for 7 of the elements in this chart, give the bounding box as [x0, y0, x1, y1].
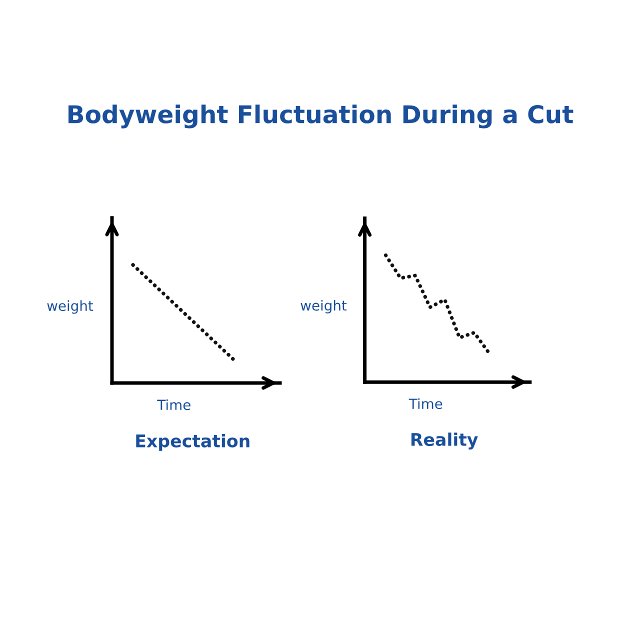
y-axis-title: weight: [47, 300, 94, 314]
x-axis-title: Time: [408, 398, 442, 410]
text: Expectation: [136, 434, 250, 451]
chart-title: Bodyweight Fluctuation During a Cut: [68, 104, 574, 128]
y-axis-title: weight: [300, 300, 347, 314]
x-axis-title: Time: [157, 399, 190, 410]
text: Reality: [411, 432, 478, 450]
